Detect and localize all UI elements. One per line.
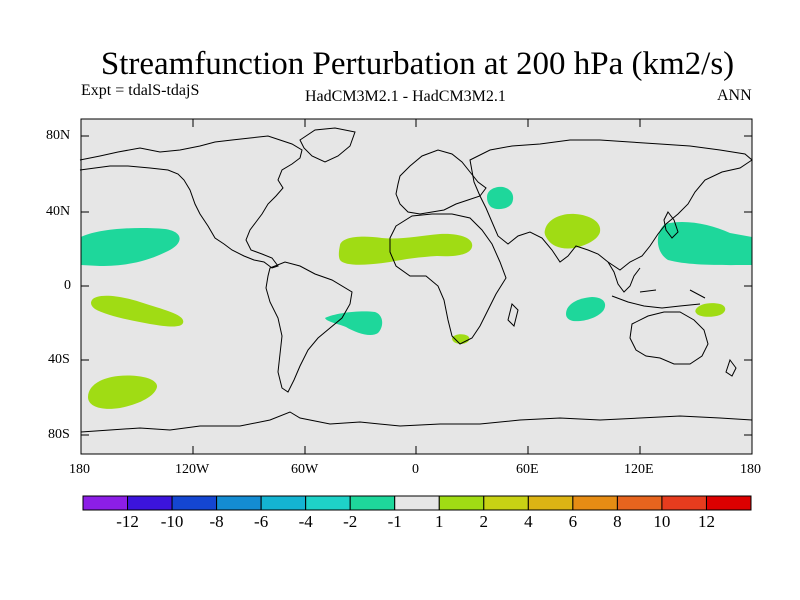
anomaly-coral-sea bbox=[695, 303, 726, 317]
y-tick-label: 80S bbox=[48, 427, 70, 442]
coast-new-zealand bbox=[725, 358, 737, 377]
season-label: ANN bbox=[717, 87, 752, 104]
anomaly-satlantic bbox=[325, 311, 383, 336]
colorbar bbox=[82, 495, 752, 511]
x-tick-label: 120E bbox=[624, 462, 654, 477]
y-axis-ticks bbox=[81, 135, 752, 436]
chart-title: Streamfunction Perturbation at 200 hPa (… bbox=[100, 46, 735, 82]
map-background bbox=[81, 119, 752, 454]
anomaly-npacific-west bbox=[657, 222, 752, 266]
x-tick-label: 180 bbox=[740, 462, 761, 477]
coast-greenland bbox=[299, 127, 356, 163]
x-tick-label: 120W bbox=[175, 462, 210, 477]
colorbar-label: 2 bbox=[479, 512, 489, 531]
anomaly-atlantic-africa bbox=[338, 233, 473, 265]
colorbar-label: -8 bbox=[209, 512, 224, 531]
coast-africa bbox=[389, 213, 507, 345]
coastlines bbox=[79, 127, 753, 433]
colorbar-label: -10 bbox=[160, 512, 184, 531]
colorbar-swatch bbox=[483, 495, 529, 511]
x-tick-label: 60E bbox=[516, 462, 539, 477]
coast-asia bbox=[469, 139, 753, 271]
colorbar-swatch bbox=[394, 495, 440, 511]
experiment-label: Expt = tdalS-tdajS bbox=[81, 82, 200, 99]
colorbar-swatch bbox=[527, 495, 574, 511]
coast-se-asia bbox=[607, 261, 641, 293]
anomaly-shading bbox=[81, 186, 752, 409]
anomaly-spacific bbox=[91, 295, 184, 327]
x-axis-ticks bbox=[80, 119, 753, 454]
colorbar-label: 6 bbox=[568, 512, 578, 531]
colorbar-label: -12 bbox=[116, 512, 139, 531]
colorbar-label: 12 bbox=[697, 512, 715, 531]
colorbar-swatch bbox=[260, 495, 307, 511]
colorbar-label: -4 bbox=[298, 512, 313, 531]
colorbar-label: -2 bbox=[343, 512, 358, 531]
colorbar-swatch bbox=[349, 495, 396, 511]
coast-europe bbox=[395, 149, 487, 215]
anomaly-tibet bbox=[544, 213, 601, 249]
colorbar-label: 10 bbox=[653, 512, 671, 531]
coast-australia bbox=[629, 311, 709, 365]
colorbar-label: 8 bbox=[613, 512, 622, 531]
coast-north-america bbox=[79, 135, 303, 269]
colorbar-label: 1 bbox=[435, 512, 444, 531]
model-label: HadCM3M2.1 - HadCM3M2.1 bbox=[305, 88, 506, 105]
coast-madagascar bbox=[507, 303, 519, 327]
y-tick-label: 40S bbox=[48, 352, 70, 367]
anomaly-npacific-east bbox=[81, 227, 180, 266]
colorbar-swatch bbox=[305, 495, 351, 511]
colorbar-label: -1 bbox=[387, 512, 402, 531]
x-tick-label: 180 bbox=[69, 462, 90, 477]
colorbar-label: 4 bbox=[524, 512, 533, 531]
coast-indonesia bbox=[611, 289, 706, 309]
colorbar-swatch bbox=[661, 495, 707, 511]
colorbar-swatch bbox=[705, 495, 752, 511]
anomaly-spacific-highlat bbox=[88, 375, 158, 409]
coast-japan bbox=[663, 211, 679, 239]
y-tick-label: 80N bbox=[46, 128, 71, 143]
x-tick-label: 0 bbox=[412, 462, 419, 477]
colorbar-swatch bbox=[572, 495, 618, 511]
anomaly-caspian bbox=[487, 186, 514, 210]
x-tick-label: 60W bbox=[291, 462, 319, 477]
colorbar-label: -6 bbox=[254, 512, 269, 531]
colorbar-swatch bbox=[216, 495, 262, 511]
colorbar-swatch bbox=[438, 495, 485, 511]
colorbar-swatch bbox=[127, 495, 173, 511]
y-tick-label: 40N bbox=[46, 204, 71, 219]
y-tick-label: 0 bbox=[64, 278, 71, 293]
colorbar-swatch bbox=[82, 495, 129, 511]
anomaly-indian-ocean bbox=[566, 297, 606, 322]
coast-south-america bbox=[265, 261, 353, 393]
colorbar-swatch bbox=[171, 495, 218, 511]
coast-antarctica bbox=[80, 411, 753, 433]
colorbar-swatch bbox=[616, 495, 663, 511]
